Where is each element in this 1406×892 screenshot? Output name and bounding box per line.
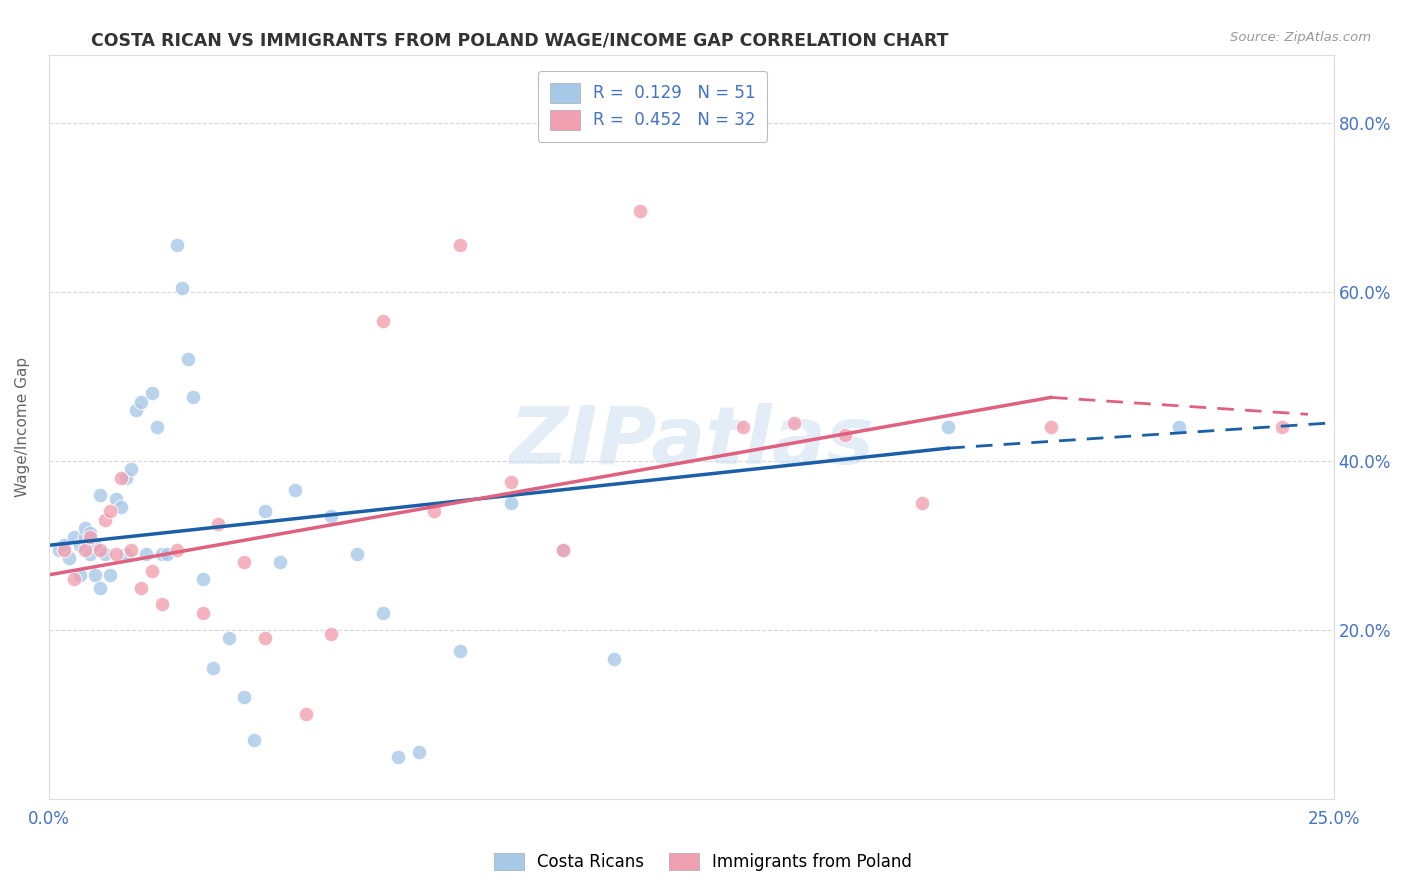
Point bbox=[181, 391, 204, 405]
Point bbox=[449, 644, 471, 658]
Text: COSTA RICAN VS IMMIGRANTS FROM POLAND WAGE/INCOME GAP CORRELATION CHART: COSTA RICAN VS IMMIGRANTS FROM POLAND WA… bbox=[91, 31, 949, 49]
Point bbox=[110, 471, 132, 485]
Point bbox=[172, 280, 194, 294]
Point bbox=[129, 581, 152, 595]
Point bbox=[501, 475, 523, 489]
Point bbox=[166, 542, 188, 557]
Point bbox=[243, 732, 266, 747]
Y-axis label: Wage/Income Gap: Wage/Income Gap bbox=[15, 357, 30, 497]
Legend: R =  0.129   N = 51, R =  0.452   N = 32: R = 0.129 N = 51, R = 0.452 N = 32 bbox=[538, 70, 768, 142]
Point bbox=[191, 572, 214, 586]
Point bbox=[191, 606, 214, 620]
Point bbox=[731, 420, 754, 434]
Point bbox=[104, 491, 127, 506]
Point bbox=[551, 542, 574, 557]
Point bbox=[141, 564, 163, 578]
Point bbox=[1039, 420, 1062, 434]
Point bbox=[202, 661, 225, 675]
Point bbox=[110, 500, 132, 515]
Point bbox=[89, 487, 111, 501]
Point bbox=[53, 542, 76, 557]
Point bbox=[94, 513, 117, 527]
Point bbox=[321, 627, 343, 641]
Point bbox=[63, 530, 86, 544]
Point bbox=[48, 542, 70, 557]
Point bbox=[115, 547, 138, 561]
Point bbox=[501, 496, 523, 510]
Point bbox=[120, 542, 142, 557]
Point bbox=[129, 394, 152, 409]
Point bbox=[911, 496, 934, 510]
Point bbox=[233, 555, 256, 569]
Point bbox=[408, 745, 430, 759]
Point bbox=[135, 547, 157, 561]
Point bbox=[628, 204, 651, 219]
Point bbox=[423, 504, 446, 518]
Point bbox=[63, 572, 86, 586]
Point bbox=[73, 542, 96, 557]
Point bbox=[73, 521, 96, 535]
Text: ZIPatlas: ZIPatlas bbox=[509, 403, 873, 481]
Point bbox=[53, 538, 76, 552]
Point bbox=[371, 314, 394, 328]
Point bbox=[69, 567, 91, 582]
Point bbox=[166, 238, 188, 252]
Point bbox=[104, 547, 127, 561]
Point bbox=[218, 632, 240, 646]
Point bbox=[115, 471, 138, 485]
Point bbox=[73, 530, 96, 544]
Point bbox=[84, 567, 107, 582]
Point bbox=[79, 547, 101, 561]
Point bbox=[120, 462, 142, 476]
Point bbox=[89, 581, 111, 595]
Point bbox=[69, 538, 91, 552]
Point bbox=[125, 403, 148, 417]
Point bbox=[145, 420, 167, 434]
Point bbox=[551, 542, 574, 557]
Point bbox=[1168, 420, 1191, 434]
Point bbox=[253, 632, 276, 646]
Point bbox=[321, 508, 343, 523]
Point bbox=[176, 352, 198, 367]
Point bbox=[100, 504, 122, 518]
Point bbox=[346, 547, 368, 561]
Point bbox=[253, 504, 276, 518]
Point bbox=[84, 538, 107, 552]
Text: Source: ZipAtlas.com: Source: ZipAtlas.com bbox=[1230, 31, 1371, 45]
Point bbox=[834, 428, 856, 442]
Point bbox=[387, 749, 409, 764]
Point bbox=[269, 555, 291, 569]
Point bbox=[783, 416, 806, 430]
Point bbox=[89, 542, 111, 557]
Point bbox=[156, 547, 179, 561]
Point bbox=[371, 606, 394, 620]
Point bbox=[150, 598, 173, 612]
Point bbox=[141, 386, 163, 401]
Point bbox=[603, 652, 626, 666]
Point bbox=[294, 707, 316, 722]
Point bbox=[58, 551, 80, 566]
Point bbox=[79, 525, 101, 540]
Point bbox=[233, 690, 256, 705]
Legend: Costa Ricans, Immigrants from Poland: Costa Ricans, Immigrants from Poland bbox=[485, 845, 921, 880]
Point bbox=[449, 238, 471, 252]
Point bbox=[284, 483, 307, 498]
Point bbox=[150, 547, 173, 561]
Point bbox=[207, 517, 229, 532]
Point bbox=[100, 567, 122, 582]
Point bbox=[1271, 420, 1294, 434]
Point bbox=[936, 420, 959, 434]
Point bbox=[79, 530, 101, 544]
Point bbox=[94, 547, 117, 561]
